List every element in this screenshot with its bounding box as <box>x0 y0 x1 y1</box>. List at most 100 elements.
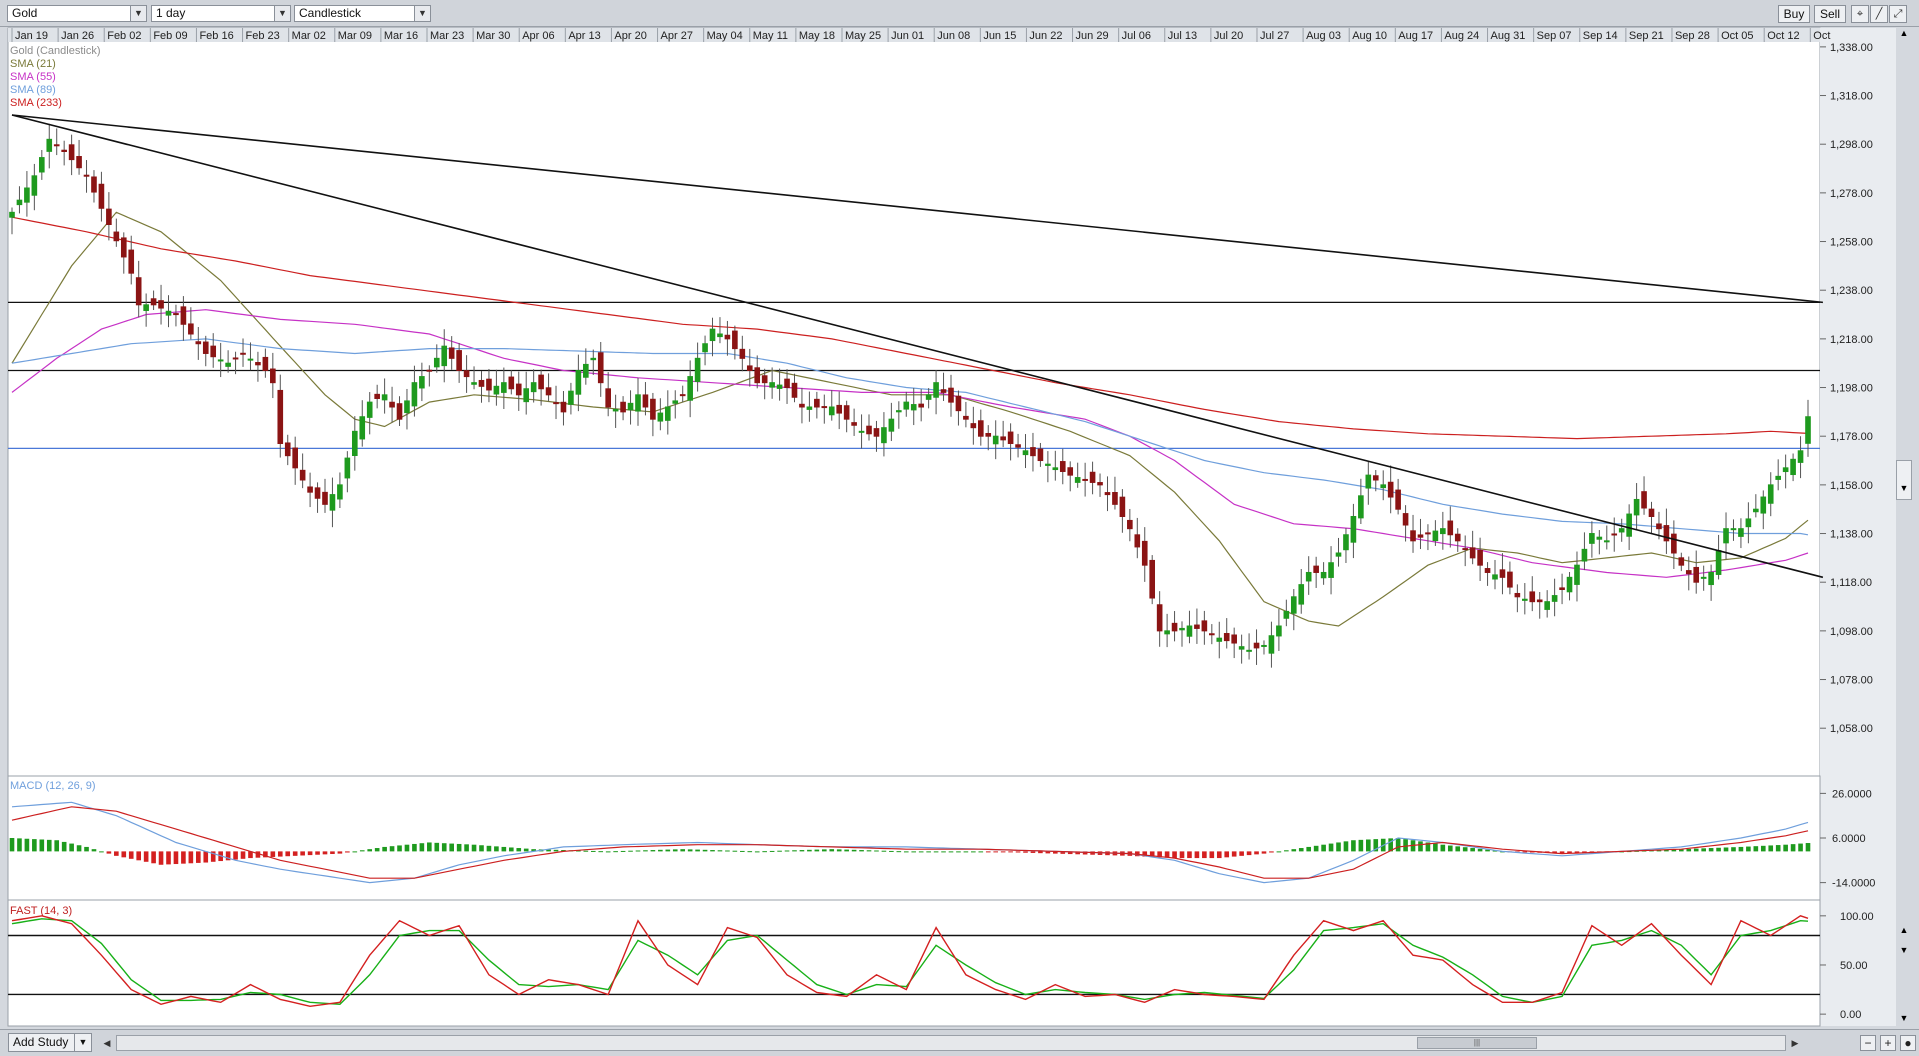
macd-histogram-bar <box>1023 851 1028 853</box>
chevron-down-icon[interactable]: ▼ <box>274 6 290 21</box>
candle-body <box>1194 624 1200 629</box>
macd-histogram-bar <box>315 851 320 855</box>
candle-body <box>1551 595 1558 602</box>
macd-histogram-bar <box>605 851 611 853</box>
macd-histogram-bar <box>389 846 395 852</box>
candle-body <box>1015 444 1021 448</box>
macd-histogram-bar <box>382 846 387 852</box>
candle-body <box>1693 566 1700 583</box>
candle-body <box>493 385 500 395</box>
x-tick-label: Jun 15 <box>983 30 1016 42</box>
scroll-down-icon[interactable]: ▼ <box>1899 945 1909 955</box>
candle-body <box>143 304 149 311</box>
candle-body <box>1037 448 1044 462</box>
macd-histogram-bar <box>896 851 902 853</box>
y-tick-label: 1,078.00 <box>1830 675 1873 687</box>
candle-body <box>903 401 910 410</box>
macd-histogram-bar <box>427 842 432 852</box>
scroll-down-icon[interactable]: ▼ <box>1899 1013 1909 1023</box>
macd-histogram-bar <box>710 850 715 852</box>
vertical-scroll[interactable]: ▲ ▼ ▲ ▼ ▼ <box>1896 28 1914 1028</box>
macd-panel <box>7 775 1821 901</box>
scroll-up-icon[interactable]: ▲ <box>1899 925 1909 935</box>
scroll-down-icon[interactable]: ▼ <box>1899 483 1909 493</box>
interval-select[interactable]: 1 day ▼ <box>151 5 291 22</box>
candle-body <box>717 333 723 338</box>
macd-label: MACD (12, 26, 9) <box>10 780 96 792</box>
candle-body <box>545 387 552 396</box>
macd-histogram-bar <box>829 849 835 852</box>
macd-histogram-bar <box>307 851 313 856</box>
crosshair-icon[interactable]: ⌖ <box>1851 5 1869 23</box>
y-tick-label: 1,138.00 <box>1830 529 1873 541</box>
x-tick-label: Apr 20 <box>614 30 646 42</box>
candle-body <box>68 144 75 161</box>
candle-body <box>31 175 38 196</box>
macd-histogram-bar <box>844 849 849 852</box>
candle-body <box>821 406 828 409</box>
chevron-down-icon[interactable]: ▼ <box>74 1034 91 1051</box>
candle-body <box>9 211 15 218</box>
candle-body <box>202 341 209 354</box>
chart-type-select[interactable]: Candlestick ▼ <box>294 5 431 22</box>
macd-histogram-bar <box>210 851 216 862</box>
scroll-thumb[interactable] <box>1896 460 1912 500</box>
candle-body <box>1119 496 1126 517</box>
scroll-left-icon[interactable]: ◀ <box>103 1038 111 1048</box>
macd-histogram-bar <box>1664 849 1669 852</box>
scroll-up-icon[interactable]: ▲ <box>1899 28 1909 38</box>
chart-area[interactable]: Jan 19 Jan 26 Feb 02 Feb 09 Feb 16 Feb 23 Mar … <box>0 26 1919 1029</box>
legend-entry: Gold (Candlestick) <box>10 45 100 57</box>
candle-body <box>16 199 23 206</box>
macd-histogram-bar <box>1060 851 1066 854</box>
zoom-in-button[interactable]: + <box>1880 1035 1896 1051</box>
scroll-right-icon[interactable]: ▶ <box>1791 1038 1799 1048</box>
candle-body <box>799 403 805 408</box>
candle-body <box>1253 642 1260 649</box>
zoom-icon[interactable]: ⤢ <box>1889 5 1907 23</box>
x-tick-label: Sep 07 <box>1537 30 1572 42</box>
macd-histogram-bar <box>1492 850 1498 852</box>
symbol-select[interactable]: Gold ▼ <box>7 5 147 22</box>
chevron-down-icon[interactable]: ▼ <box>130 6 146 21</box>
candle-body <box>1589 533 1595 544</box>
x-tick-label: Sep 28 <box>1675 30 1710 42</box>
candle-body <box>426 369 433 372</box>
candle-body <box>419 376 425 389</box>
macd-histogram-bar <box>1686 848 1692 852</box>
candle-body <box>1410 530 1416 542</box>
macd-histogram-bar <box>397 845 402 852</box>
candle-body <box>329 494 336 511</box>
candle-body <box>1648 508 1655 517</box>
y-tick-label: 1,338.00 <box>1830 42 1873 54</box>
macd-histogram-bar <box>143 851 149 862</box>
candle-body <box>38 157 45 173</box>
candle-body <box>299 469 306 481</box>
candle-body <box>724 334 731 340</box>
scroll-thumb[interactable]: ||| <box>1417 1037 1537 1049</box>
sell-button[interactable]: Sell <box>1814 5 1846 23</box>
candle-body <box>486 378 492 391</box>
macd-histogram-bar <box>1276 851 1282 853</box>
macd-histogram-bar <box>948 851 954 853</box>
x-tick-label: Mar 23 <box>430 30 464 42</box>
candle-body <box>1507 571 1513 588</box>
macd-histogram-bar <box>1462 847 1468 852</box>
y-tick-label: 1,318.00 <box>1830 91 1873 103</box>
candle-body <box>158 300 164 309</box>
horizontal-scrollbar[interactable]: ||| <box>116 1035 1786 1051</box>
line-draw-icon[interactable]: ╱ <box>1870 5 1888 23</box>
macd-histogram-bar <box>158 851 164 865</box>
reset-icon[interactable]: ● <box>1900 1035 1916 1051</box>
macd-histogram-bar <box>106 851 112 854</box>
zoom-out-button[interactable]: − <box>1860 1035 1876 1051</box>
buy-button[interactable]: Buy <box>1778 5 1810 23</box>
interval-value: 1 day <box>156 6 186 20</box>
macd-histogram-bar <box>1358 839 1364 852</box>
macd-histogram-bar <box>1067 851 1073 855</box>
macd-histogram-bar <box>359 850 365 852</box>
macd-histogram-bar <box>1760 845 1766 852</box>
chevron-down-icon[interactable]: ▼ <box>414 6 430 21</box>
macd-histogram-bar <box>54 840 60 852</box>
add-study-button[interactable]: Add Study ▼ <box>8 1033 92 1052</box>
